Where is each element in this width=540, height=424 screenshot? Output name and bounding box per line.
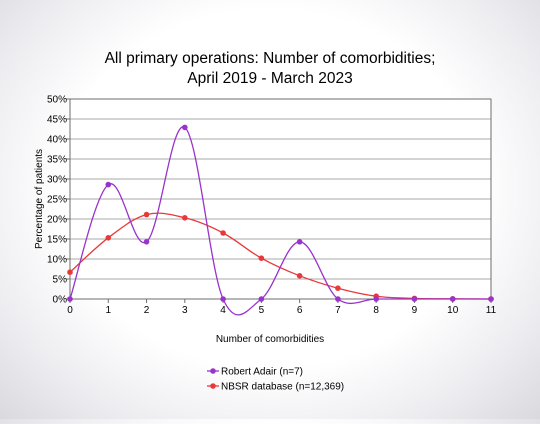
y-tick-label: 45% <box>47 115 67 126</box>
y-tick-label: 40% <box>47 135 67 146</box>
x-tick-label: 2 <box>144 305 150 316</box>
x-tick-label: 10 <box>447 305 459 316</box>
x-tick-label: 7 <box>335 305 341 316</box>
data-point <box>449 296 456 302</box>
data-point <box>105 235 112 241</box>
x-tick-label: 4 <box>220 305 226 316</box>
data-point <box>67 296 73 302</box>
data-point <box>335 296 341 302</box>
y-tick-label: 0% <box>53 295 68 306</box>
y-tick-label: 5% <box>53 275 68 286</box>
data-point <box>182 124 188 131</box>
x-tick-label: 8 <box>373 305 379 316</box>
x-tick-label: 5 <box>259 305 265 316</box>
y-tick-label: 35% <box>47 155 67 166</box>
x-tick-label: 1 <box>105 305 111 316</box>
chart-title-line-1: All primary operations: Number of comorb… <box>105 50 436 67</box>
data-point <box>258 296 265 302</box>
data-point <box>182 215 188 221</box>
data-point <box>296 273 303 279</box>
y-tick-label: 10% <box>47 255 67 266</box>
data-point <box>373 296 379 302</box>
legend-label: NBSR database (n=12,369) <box>221 382 344 393</box>
legend-label: Robert Adair (n=7) <box>221 367 303 378</box>
data-point <box>143 239 150 245</box>
data-point <box>258 255 265 261</box>
x-tick-label: 11 <box>486 305 497 316</box>
data-point <box>335 285 341 292</box>
data-point <box>67 269 73 276</box>
data-point <box>220 230 226 236</box>
data-point <box>411 296 418 302</box>
y-tick-label: 25% <box>47 195 67 206</box>
data-point <box>105 181 112 188</box>
y-tick-label: 15% <box>47 235 67 246</box>
legend-swatch-marker <box>210 383 216 389</box>
series-line <box>69 126 491 316</box>
x-tick-label: 6 <box>297 305 303 316</box>
legend-swatch-marker <box>210 368 216 374</box>
data-point <box>220 296 226 302</box>
y-tick-label: 30% <box>47 175 67 186</box>
data-point <box>296 239 303 245</box>
y-tick-label: 50% <box>47 95 67 106</box>
x-tick-label: 0 <box>67 305 73 316</box>
data-point <box>143 211 150 218</box>
y-axis-title: Percentage of patients <box>34 149 45 249</box>
y-tick-label: 20% <box>47 215 67 226</box>
x-axis-title: Number of comorbidities <box>216 334 324 345</box>
x-tick-label: 9 <box>412 305 418 316</box>
chart-title-line-2: April 2019 - March 2023 <box>187 70 352 87</box>
data-point <box>488 296 494 302</box>
x-tick-label: 3 <box>182 305 188 316</box>
